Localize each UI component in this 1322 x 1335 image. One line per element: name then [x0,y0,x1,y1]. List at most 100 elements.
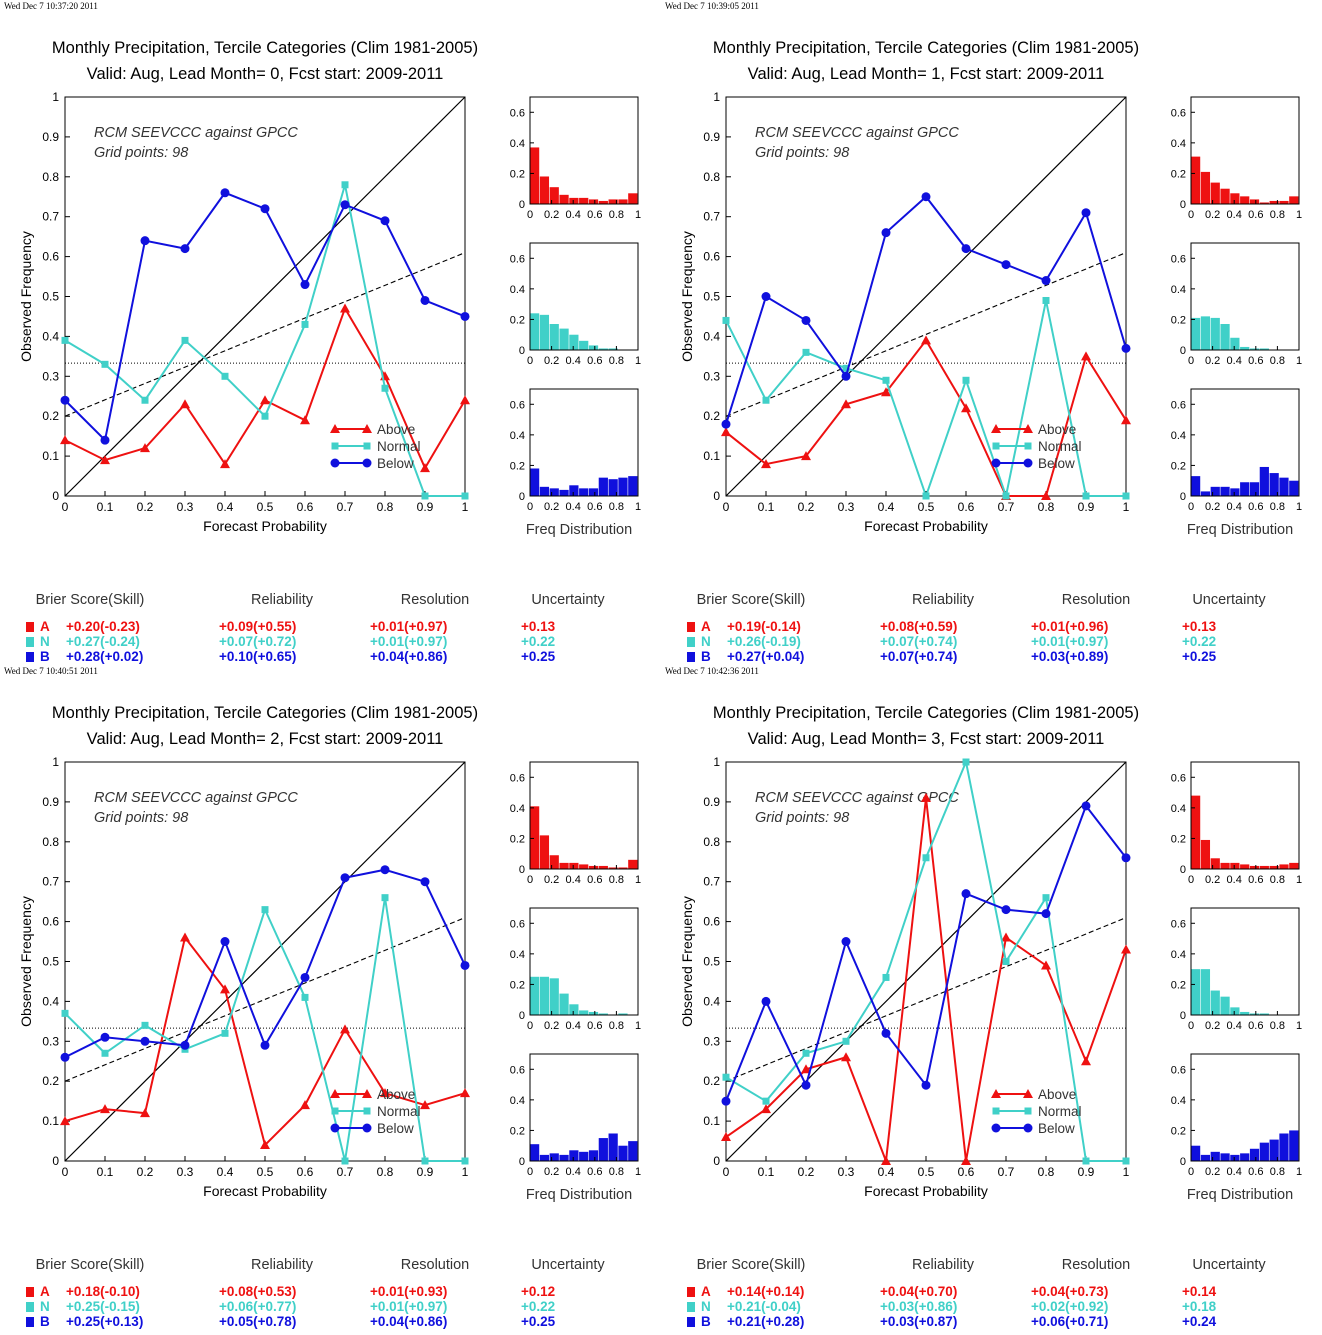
y-axis-label: Observed Frequency [679,896,695,1027]
freq-bar [588,865,599,869]
data-point-normal [141,1021,149,1029]
freq-bar [1210,182,1220,204]
freq-bar [539,314,550,350]
x-tick-label: 0.7 [337,500,354,514]
freq-x-tick-label: 0.4 [566,1020,581,1032]
score-category: A [701,619,711,634]
legend-entry: Below [377,456,414,471]
freq-x-tick-label: 0.4 [1227,501,1242,513]
legend-marker [1023,424,1033,433]
y-tick-label: 0.7 [703,210,720,224]
legend-marker [992,442,1000,450]
perfect-reliability-line [725,761,1127,1162]
y-axis-label: Observed Frequency [679,231,695,362]
y-tick-label: 0.3 [42,369,59,383]
y-tick-label: 0 [52,1154,59,1168]
freq-x-tick-label: 0 [527,874,533,886]
data-point-above [721,1132,731,1142]
x-tick-label: 0 [62,500,69,514]
freq-x-tick-label: 1 [635,1166,641,1178]
data-point-above [460,395,470,405]
freq-bar [588,1150,599,1161]
freq-x-tick-label: 0.8 [609,874,624,886]
score-header: Reliability [912,1257,975,1273]
data-point-above [1041,491,1051,500]
score-category-swatch [687,637,695,647]
freq-y-tick-label: 0.4 [1171,138,1186,150]
freq-frame [529,96,639,205]
legend-marker [991,458,1001,468]
freq-bar [530,1144,540,1161]
freq-y-tick-label: 0.6 [1171,772,1186,784]
y-tick-label: 0.6 [703,915,720,929]
legend-marker [363,1107,371,1115]
x-tick-label: 0.5 [918,500,935,514]
data-point-normal [762,396,770,404]
x-axis-label: Forecast Probability [864,1183,988,1199]
freq-y-tick-label: 0.2 [1171,979,1186,991]
x-tick-label: 0.3 [838,500,855,514]
freq-bar [549,187,559,204]
freq-frame [1190,1053,1300,1162]
freq-x-tick-label: 0.4 [1227,1020,1242,1032]
y-tick-label: 0.1 [703,449,720,463]
freq-bar [1230,1007,1240,1015]
series-line-above [725,338,1127,497]
freq-bar [579,1010,589,1015]
y-axis-label: Observed Frequency [18,896,34,1027]
freq-x-tick-label: 1 [635,355,641,367]
freq-y-tick-label: 0 [519,491,525,503]
data-point-above [1081,351,1091,361]
data-point-above [380,1088,390,1098]
freq-x-tick-label: 0.2 [1205,1020,1220,1032]
freq-x-tick-label: 0.6 [1248,501,1263,513]
data-point-normal [842,1037,850,1045]
legend-marker [330,458,340,468]
freq-bar [1279,477,1289,496]
uncertainty-score: +0.24 [1182,1314,1217,1329]
uncertainty-score: +0.12 [521,1284,555,1299]
freq-x-tick-label: 0.4 [566,874,581,886]
data-point-below [140,236,150,246]
x-tick-label: 0.3 [838,1165,855,1179]
freq-histogram-normal: 0 0.2 0.4 0.6 0 0.2 0.4 0.6 0.8 1 [510,907,641,1032]
x-tick-label: 0.5 [918,1165,935,1179]
legend-marker [1023,1123,1033,1133]
data-point-above [721,427,731,437]
freq-frame [529,1053,639,1162]
freq-bar [588,199,599,204]
freq-bar [1259,865,1269,869]
freq-bar [549,978,559,1015]
annotation-gridpoints: Grid points: 98 [94,145,188,161]
no-skill-line [725,252,1127,417]
legend-entry: Above [1038,422,1076,437]
freq-x-tick-label: 0 [1188,209,1194,221]
data-point-normal [341,1157,349,1165]
panel-2: Wed Dec 7 10:39:05 2011 Monthly Precipita… [665,1,1302,664]
freq-x-tick-label: 0.8 [1270,501,1285,513]
freq-y-tick-label: 0.2 [510,833,525,845]
freq-bar [1240,864,1250,869]
data-point-normal [1122,1157,1130,1165]
data-point-normal [61,1009,69,1017]
freq-y-tick-label: 0.2 [1171,833,1186,845]
data-point-above [921,792,931,802]
data-point-normal [101,1049,109,1057]
x-tick-label: 1 [462,1165,469,1179]
legend-marker [991,1123,1001,1133]
freq-bar [1230,488,1240,496]
series-above [60,303,470,473]
data-point-normal [381,894,389,902]
freq-bar [530,147,540,204]
y-tick-label: 0.1 [42,449,59,463]
score-category-swatch [26,652,34,662]
score-header: Resolution [401,592,470,608]
data-point-above [1121,415,1131,425]
data-point-below [260,204,270,214]
resolution-score: +0.06(+0.71) [1031,1314,1108,1329]
freq-bar [1220,324,1230,350]
data-point-below [100,435,110,445]
freq-bar [1289,196,1299,204]
freq-bar [588,1011,599,1015]
x-tick-label: 0.2 [137,1165,154,1179]
